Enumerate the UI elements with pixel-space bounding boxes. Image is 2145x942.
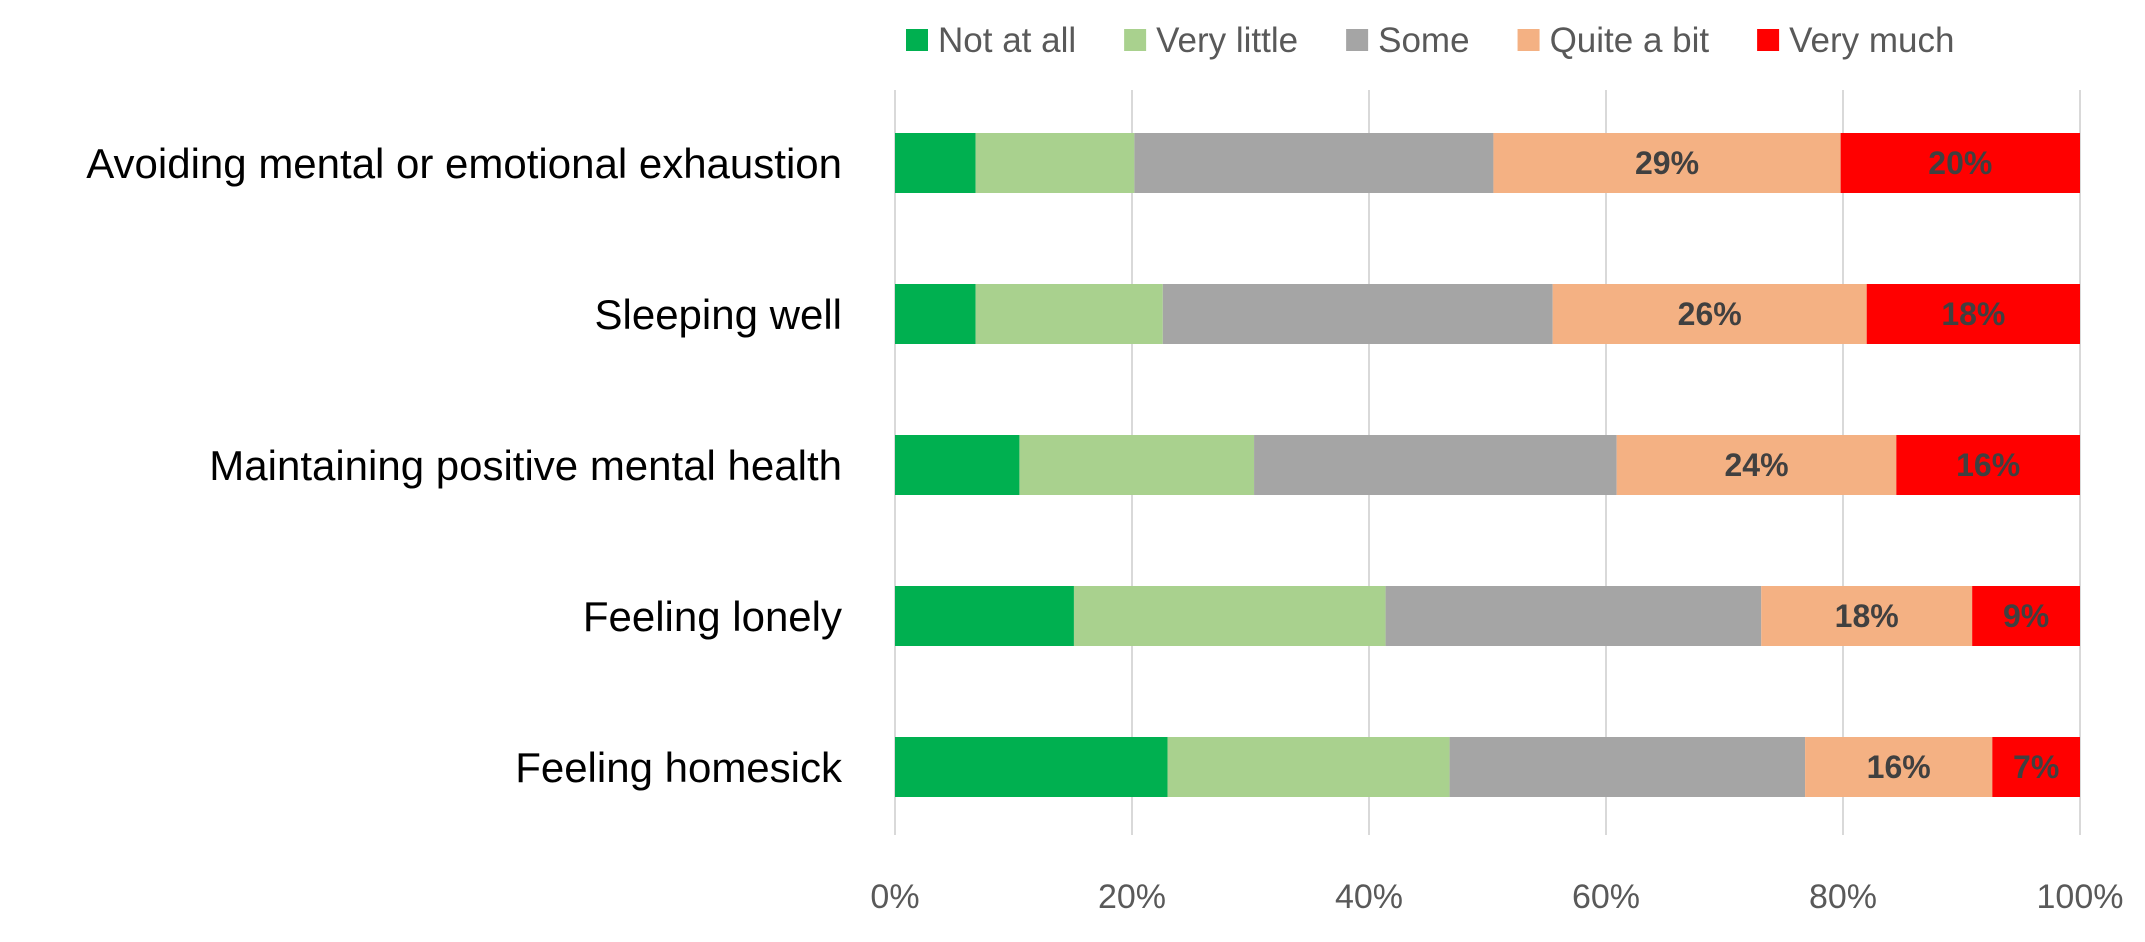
- bar-segment: [895, 133, 976, 193]
- bar-data-label: 9%: [2003, 598, 2049, 634]
- bar-data-label: 20%: [1928, 145, 1992, 181]
- bar-data-label: 16%: [1956, 447, 2020, 483]
- bar-segment: [1552, 284, 1867, 344]
- x-tick-label: 40%: [1335, 878, 1403, 916]
- x-tick-label: 80%: [1809, 878, 1877, 916]
- data-labels: 29% 20% 26% 18% 24% 16% 18% 9% 16% 7%: [1635, 145, 2059, 785]
- bar-segment: [975, 133, 1135, 193]
- bar-segment: [1805, 737, 1993, 797]
- bar-segment: [1840, 133, 2080, 193]
- bar-segment: [1254, 435, 1617, 495]
- category-label: Maintaining positive mental health: [209, 442, 842, 489]
- bar-segment: [1972, 586, 2080, 646]
- bar-segment: [1162, 284, 1553, 344]
- bar-segment: [1449, 737, 1806, 797]
- x-tick-label: 100%: [2037, 878, 2124, 916]
- category-label: Feeling homesick: [515, 744, 843, 791]
- x-axis-ticks: 0% 20% 40% 60% 80% 100%: [870, 878, 2123, 916]
- bar-segment: [1992, 737, 2080, 797]
- legend-entry: Some: [1378, 21, 1469, 60]
- bar-data-label: 18%: [1835, 598, 1899, 634]
- legend-entry: Quite a bit: [1550, 21, 1710, 60]
- bar-segment: [1866, 284, 2080, 344]
- bar-data-label: 16%: [1867, 749, 1931, 785]
- x-tick-label: 0%: [870, 878, 919, 916]
- legend-swatch: [1346, 29, 1369, 51]
- bar-data-label: 26%: [1678, 296, 1742, 332]
- legend: Not at all Very little Some Quite a bit Very…: [906, 21, 1954, 60]
- legend-entry: Not at all: [938, 21, 1076, 60]
- legend-swatch: [1124, 29, 1147, 51]
- x-tick-label: 60%: [1572, 878, 1640, 916]
- legend-entry: Very much: [1789, 21, 1954, 60]
- bar-segment: [1896, 435, 2080, 495]
- bar-segment: [1073, 586, 1386, 646]
- bar-data-label: 24%: [1724, 447, 1788, 483]
- category-labels: Avoiding mental or emotional exhaustion S…: [86, 140, 843, 791]
- bar-segment: [895, 586, 1074, 646]
- category-label: Sleeping well: [595, 291, 843, 338]
- legend-entry: Very little: [1156, 21, 1298, 60]
- bar-data-label: 29%: [1635, 145, 1699, 181]
- x-tick-label: 20%: [1098, 878, 1166, 916]
- legend-swatch: [1517, 29, 1540, 51]
- bar-data-label: 7%: [2013, 749, 2059, 785]
- bar-segment: [895, 737, 1168, 797]
- bar-segment: [1167, 737, 1450, 797]
- bar-segment: [1616, 435, 1897, 495]
- bar-segment: [1385, 586, 1762, 646]
- bar-segment: [895, 284, 976, 344]
- bar-segment: [1493, 133, 1841, 193]
- category-label: Avoiding mental or emotional exhaustion: [86, 140, 842, 187]
- bar-segment: [975, 284, 1163, 344]
- bar-segment: [895, 435, 1020, 495]
- bar-segment: [1019, 435, 1255, 495]
- bar-segment: [1761, 586, 1973, 646]
- legend-swatch: [906, 29, 928, 51]
- bars: [895, 133, 2080, 797]
- category-label: Feeling lonely: [583, 593, 842, 640]
- bar-data-label: 18%: [1941, 296, 2005, 332]
- legend-swatch: [1757, 29, 1780, 51]
- bar-segment: [1134, 133, 1494, 193]
